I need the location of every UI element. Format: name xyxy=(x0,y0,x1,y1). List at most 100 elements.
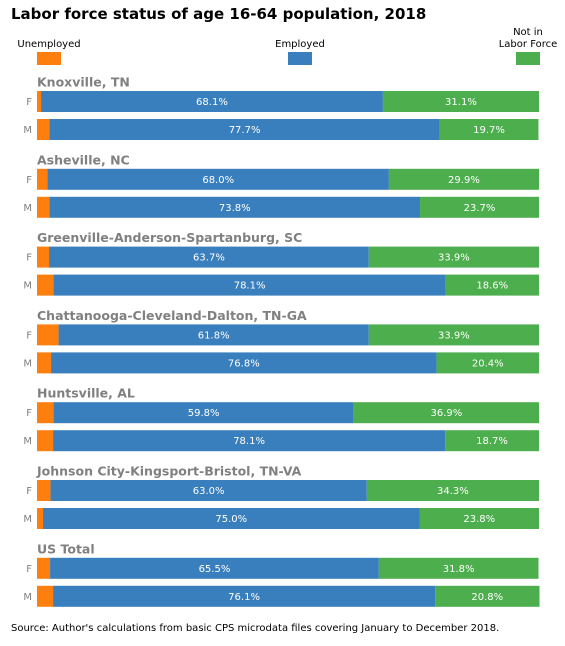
bar-segment-not_in_labor_force xyxy=(436,352,539,374)
bar-segment-employed xyxy=(50,557,379,579)
bar-segment-not_in_labor_force xyxy=(366,480,539,501)
sex-label: M xyxy=(23,125,32,136)
data-label-employed: 68.1% xyxy=(196,97,228,108)
bar-segment-unemployed xyxy=(37,557,51,579)
bar-segment-employed xyxy=(53,585,436,607)
bar-segment-not_in_labor_force xyxy=(439,119,539,140)
data-label-not_in_labor_force: 31.1% xyxy=(445,97,477,108)
bar-segment-employed xyxy=(53,430,446,452)
legend-label: Not in xyxy=(513,27,543,38)
group-title: Chattanooga-Cleveland-Dalton, TN-GA xyxy=(37,308,307,323)
data-label-employed: 75.0% xyxy=(215,514,247,525)
sex-label: M xyxy=(23,514,32,525)
data-label-employed: 59.8% xyxy=(188,408,220,419)
bar-segment-employed xyxy=(47,168,389,190)
group-title: US Total xyxy=(37,541,95,556)
data-label-not_in_labor_force: 33.9% xyxy=(438,253,470,264)
bar-row-f: F3.3%59.8%36.9% xyxy=(26,402,539,424)
bar-row-m: M3.3%78.1%18.6% xyxy=(23,274,539,296)
bar-row-f: F4.3%61.8%33.9% xyxy=(26,324,539,346)
data-label-employed: 63.7% xyxy=(193,253,225,264)
group-title: Knoxville, TN xyxy=(37,75,130,90)
group-1: Knoxville, TNF0.8%68.1%31.1%M2.5%77.7%19… xyxy=(23,75,539,140)
bar-segment-unemployed xyxy=(37,196,50,218)
data-label-not_in_labor_force: 18.6% xyxy=(476,281,508,292)
legend-item-unemployed: Unemployed xyxy=(17,39,81,65)
sex-label: F xyxy=(26,486,32,497)
sex-label: M xyxy=(23,358,32,369)
sex-label: M xyxy=(23,436,32,447)
bar-row-m: M2.5%77.7%19.7% xyxy=(23,119,539,140)
bar-segment-employed xyxy=(43,508,420,529)
data-label-employed: 78.1% xyxy=(234,281,266,292)
legend-label: Unemployed xyxy=(17,39,80,50)
data-label-employed: 77.7% xyxy=(229,125,261,136)
legend-swatch xyxy=(288,52,312,65)
group-title: Huntsville, AL xyxy=(37,386,135,401)
group-4: Chattanooga-Cleveland-Dalton, TN-GAF4.3%… xyxy=(23,308,539,374)
group-6: Johnson City-Kingsport-Bristol, TN-VAF2.… xyxy=(23,464,539,529)
group-5: Huntsville, ALF3.3%59.8%36.9%M3.2%78.1%1… xyxy=(23,386,539,452)
group-title: Greenville-Anderson-Spartanburg, SC xyxy=(37,230,302,245)
bar-segment-not_in_labor_force xyxy=(435,585,540,607)
data-label-employed: 63.0% xyxy=(193,486,225,497)
sex-label: F xyxy=(26,408,32,419)
bar-segment-not_in_labor_force xyxy=(419,508,539,529)
data-label-not_in_labor_force: 29.9% xyxy=(448,175,480,186)
bar-segment-employed xyxy=(51,352,437,374)
source-note: Source: Author's calculations from basic… xyxy=(11,623,499,634)
legend-swatch xyxy=(37,52,61,65)
bar-segment-employed xyxy=(41,91,383,112)
bar-row-f: F2.1%68.0%29.9% xyxy=(26,168,539,190)
bar-row-f: F2.4%63.7%33.9% xyxy=(26,246,539,268)
data-label-not_in_labor_force: 19.7% xyxy=(473,125,505,136)
bar-row-m: M2.5%73.8%23.7% xyxy=(23,196,539,218)
sex-label: F xyxy=(26,330,32,341)
data-label-not_in_labor_force: 33.9% xyxy=(438,330,470,341)
bars: Knoxville, TNF0.8%68.1%31.1%M2.5%77.7%19… xyxy=(23,75,540,607)
data-label-not_in_labor_force: 18.7% xyxy=(476,436,508,447)
data-label-employed: 78.1% xyxy=(233,436,265,447)
legend-label: Employed xyxy=(275,39,325,50)
bar-row-f: F0.8%68.1%31.1% xyxy=(26,91,539,112)
bar-segment-not_in_labor_force xyxy=(368,324,539,346)
group-3: Greenville-Anderson-Spartanburg, SCF2.4%… xyxy=(23,230,539,296)
sex-label: F xyxy=(26,253,32,264)
bar-segment-not_in_labor_force xyxy=(388,168,539,190)
bar-segment-employed xyxy=(49,246,369,268)
legend-item-employed: Employed xyxy=(275,39,325,65)
bar-row-m: M2.8%76.8%20.4% xyxy=(23,352,539,374)
bar-row-m: M3.2%76.1%20.8% xyxy=(23,585,540,607)
group-2: Asheville, NCF2.1%68.0%29.9%M2.5%73.8%23… xyxy=(23,152,539,218)
bar-segment-not_in_labor_force xyxy=(445,274,539,296)
data-label-employed: 68.0% xyxy=(202,175,234,186)
bar-segment-employed xyxy=(58,324,369,346)
group-title: Johnson City-Kingsport-Bristol, TN-VA xyxy=(36,464,302,479)
data-label-not_in_labor_force: 23.7% xyxy=(464,203,496,214)
bar-segment-not_in_labor_force xyxy=(378,557,539,579)
chart-title: Labor force status of age 16-64 populati… xyxy=(11,5,426,23)
data-label-employed: 73.8% xyxy=(219,203,251,214)
bar-segment-not_in_labor_force xyxy=(368,246,539,268)
bar-segment-employed xyxy=(53,402,354,424)
sex-label: F xyxy=(26,97,32,108)
group-7: US TotalF2.6%65.5%31.8%M3.2%76.1%20.8% xyxy=(23,541,540,607)
legend-label: Labor Force xyxy=(499,39,558,50)
bar-segment-unemployed xyxy=(37,91,42,112)
bar-segment-unemployed xyxy=(37,119,50,140)
data-label-not_in_labor_force: 20.8% xyxy=(471,592,503,603)
data-label-not_in_labor_force: 36.9% xyxy=(430,408,462,419)
data-label-not_in_labor_force: 23.8% xyxy=(463,514,495,525)
bar-segment-not_in_labor_force xyxy=(420,196,539,218)
sex-label: M xyxy=(23,281,32,292)
bar-segment-unemployed xyxy=(37,168,48,190)
sex-label: M xyxy=(23,592,32,603)
group-title: Asheville, NC xyxy=(37,152,130,167)
sex-label: M xyxy=(23,203,32,214)
bar-segment-not_in_labor_force xyxy=(382,91,539,112)
data-label-not_in_labor_force: 20.4% xyxy=(472,358,504,369)
data-label-not_in_labor_force: 31.8% xyxy=(443,564,475,575)
bar-segment-unemployed xyxy=(37,324,59,346)
